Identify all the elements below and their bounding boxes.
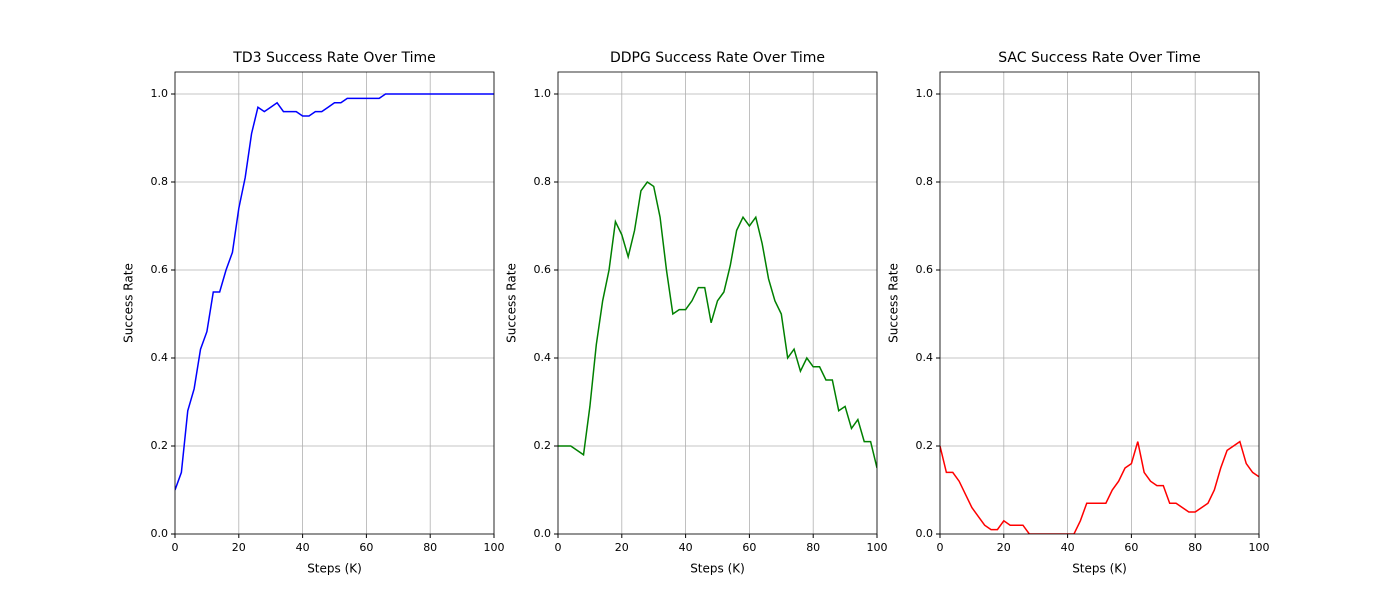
y-tick-label: 0.0 — [151, 527, 169, 540]
y-tick-label: 0.0 — [534, 527, 552, 540]
y-tick-label: 1.0 — [534, 87, 552, 100]
x-tick-label: 60 — [359, 541, 373, 554]
y-axis-label: Success Rate — [122, 263, 136, 343]
x-tick-label: 80 — [806, 541, 820, 554]
y-axis-label: Success Rate — [887, 263, 901, 343]
line-series — [940, 440, 1259, 534]
axes-frame — [939, 71, 1260, 535]
chart-title: SAC Success Rate Over Time — [998, 50, 1200, 66]
y-tick-label: 0.8 — [151, 175, 169, 188]
line-series — [558, 180, 877, 469]
y-tick-label: 1.0 — [151, 87, 169, 100]
y-tick-label: 0.2 — [151, 439, 169, 452]
x-tick-label: 40 — [679, 541, 693, 554]
x-tick-label: 100 — [1249, 541, 1270, 554]
x-tick-label: 100 — [484, 541, 505, 554]
x-tick-label: 20 — [232, 541, 246, 554]
x-axis-label: Steps (K) — [1072, 562, 1127, 576]
x-tick-label: 20 — [615, 541, 629, 554]
y-tick-label: 0.6 — [151, 263, 169, 276]
axes-frame — [557, 71, 878, 535]
x-tick-label: 0 — [555, 541, 562, 554]
y-tick-label: 0.4 — [916, 351, 934, 364]
line-series — [175, 93, 494, 491]
x-tick-label: 60 — [742, 541, 756, 554]
y-tick-label: 0.2 — [916, 439, 934, 452]
x-tick-label: 60 — [1124, 541, 1138, 554]
y-tick-label: 0.8 — [916, 175, 934, 188]
chart-title: DDPG Success Rate Over Time — [610, 50, 825, 66]
x-tick-label: 80 — [423, 541, 437, 554]
chart-title: TD3 Success Rate Over Time — [232, 50, 435, 66]
x-tick-label: 80 — [1188, 541, 1202, 554]
y-tick-label: 1.0 — [916, 87, 934, 100]
y-tick-label: 0.6 — [916, 263, 934, 276]
y-tick-label: 0.0 — [916, 527, 934, 540]
y-tick-label: 0.8 — [534, 175, 552, 188]
y-tick-label: 0.6 — [534, 263, 552, 276]
x-tick-label: 40 — [296, 541, 310, 554]
y-tick-label: 0.4 — [151, 351, 169, 364]
x-axis-label: Steps (K) — [307, 562, 362, 576]
x-tick-label: 0 — [172, 541, 179, 554]
y-tick-label: 0.4 — [534, 351, 552, 364]
y-axis-label: Success Rate — [505, 263, 519, 343]
x-axis-label: Steps (K) — [690, 562, 745, 576]
x-tick-label: 100 — [867, 541, 888, 554]
y-tick-label: 0.2 — [534, 439, 552, 452]
x-tick-label: 40 — [1061, 541, 1075, 554]
axes-frame — [174, 71, 495, 535]
x-tick-label: 20 — [997, 541, 1011, 554]
x-tick-label: 0 — [937, 541, 944, 554]
